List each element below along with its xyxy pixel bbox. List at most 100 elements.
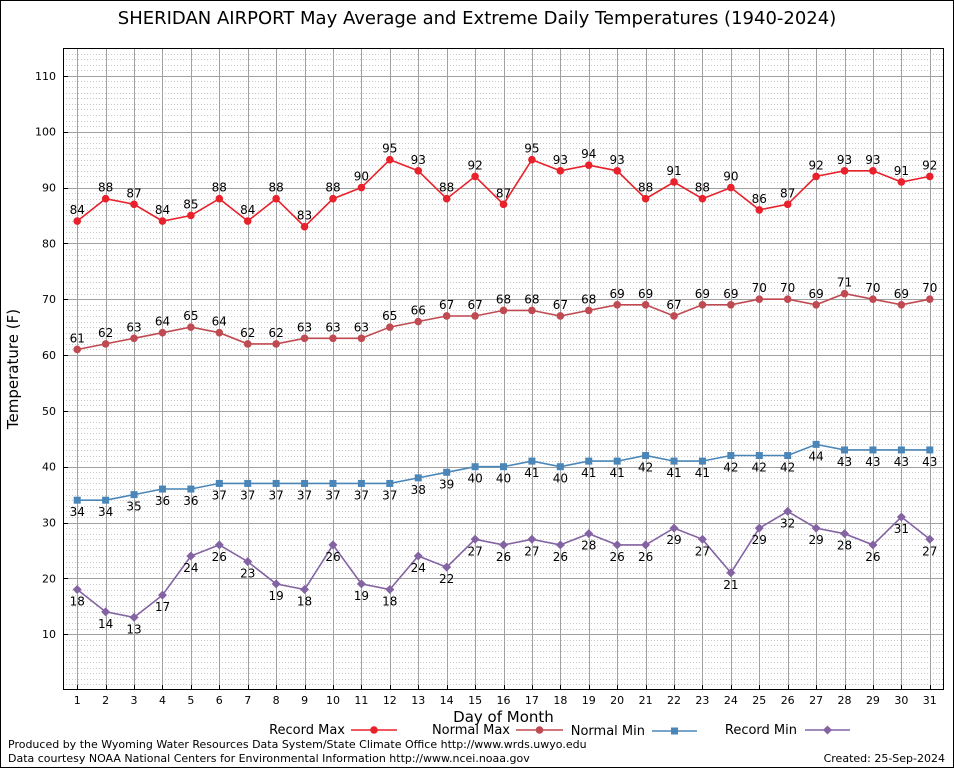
data-label: 67 <box>666 298 681 312</box>
data-label: 29 <box>666 533 681 547</box>
data-point <box>698 301 707 309</box>
data-point <box>754 523 764 533</box>
data-label: 26 <box>553 550 568 564</box>
data-label: 28 <box>837 539 852 553</box>
data-label: 40 <box>467 472 482 486</box>
data-label: 26 <box>610 550 625 564</box>
data-point <box>527 534 537 544</box>
x-tick-label: 10 <box>326 694 340 707</box>
data-label: 40 <box>496 472 511 486</box>
data-label: 93 <box>837 153 852 167</box>
data-point <box>584 306 593 315</box>
data-label: 93 <box>610 153 625 167</box>
data-label: 88 <box>695 181 710 195</box>
data-label: 88 <box>98 181 113 195</box>
data-label: 36 <box>183 494 198 508</box>
series-record-min: 18 14 13 17 24 26 23 19 18 26 19 18 24 22 27 26 27 26 28 26… <box>70 506 937 636</box>
data-point <box>300 334 309 343</box>
data-point <box>896 512 906 522</box>
data-label: 18 <box>70 595 85 609</box>
data-point <box>413 551 423 561</box>
data-label: 41 <box>610 466 625 480</box>
data-point <box>243 340 252 348</box>
x-tick-label: 3 <box>131 694 138 707</box>
data-label: 95 <box>382 142 397 156</box>
chart-title: SHERIDAN AIRPORT May Average and Extreme… <box>117 8 837 29</box>
data-label: 68 <box>524 292 539 306</box>
data-point <box>841 446 849 454</box>
data-label: 37 <box>269 488 284 502</box>
data-point <box>414 167 423 175</box>
x-tick-label: 11 <box>354 694 368 707</box>
x-tick-label: 15 <box>468 694 482 707</box>
data-label: 64 <box>212 315 227 329</box>
data-point <box>443 468 451 476</box>
x-tick-label: 7 <box>244 694 251 707</box>
y-axis-title: Temperature (F) <box>4 309 22 430</box>
data-point <box>784 452 792 460</box>
data-point <box>698 457 706 465</box>
x-tick-label: 20 <box>610 694 624 707</box>
data-label: 87 <box>496 186 511 200</box>
data-point <box>783 506 793 516</box>
data-label: 27 <box>467 544 482 558</box>
data-point <box>697 534 707 544</box>
data-point <box>130 334 138 343</box>
data-label: 29 <box>808 533 823 547</box>
data-label: 38 <box>411 483 426 497</box>
data-point <box>328 540 338 550</box>
data-point <box>555 540 565 550</box>
data-point <box>755 206 764 214</box>
data-label: 19 <box>354 589 369 603</box>
data-point <box>102 496 110 504</box>
data-label: 91 <box>666 164 681 178</box>
data-point <box>499 306 508 315</box>
data-point <box>329 334 337 343</box>
data-point <box>528 457 536 465</box>
data-point <box>823 725 832 735</box>
x-tick-label: 29 <box>866 694 880 707</box>
data-point <box>187 485 195 493</box>
x-tick-label: 21 <box>639 694 653 707</box>
major-grid <box>63 48 944 690</box>
data-point <box>641 194 650 203</box>
data-point <box>471 463 479 471</box>
data-label: 69 <box>808 287 823 301</box>
data-label: 69 <box>723 287 738 301</box>
data-point <box>386 155 394 164</box>
data-point <box>129 612 139 622</box>
data-point <box>727 301 735 309</box>
data-point <box>671 727 678 735</box>
data-point <box>528 155 536 164</box>
data-label: 67 <box>467 298 482 312</box>
data-label: 64 <box>155 315 170 329</box>
data-label: 43 <box>894 455 909 469</box>
data-label: 87 <box>126 186 141 200</box>
data-point <box>442 312 451 320</box>
data-label: 61 <box>70 331 85 345</box>
data-point <box>612 540 622 550</box>
data-point <box>840 289 849 298</box>
data-label: 26 <box>638 550 653 564</box>
data-point <box>244 479 252 487</box>
data-label: 44 <box>808 449 823 463</box>
x-tick-label: 18 <box>553 694 567 707</box>
data-point <box>869 295 877 304</box>
data-point <box>158 217 167 225</box>
x-tick-label: 5 <box>187 694 194 707</box>
data-point <box>584 161 593 170</box>
data-point <box>301 479 309 487</box>
data-label: 63 <box>126 320 141 334</box>
credit-line-2: Data courtesy NOAA National Centers for … <box>8 752 530 765</box>
data-point <box>470 534 480 544</box>
data-point <box>925 295 934 304</box>
data-label: 24 <box>411 561 426 575</box>
data-label: 88 <box>439 181 454 195</box>
data-label: 68 <box>496 292 511 306</box>
data-label: 70 <box>780 281 795 295</box>
x-tick-label: 12 <box>383 694 397 707</box>
data-label: 69 <box>638 287 653 301</box>
data-label: 37 <box>297 488 312 502</box>
x-tick-label: 30 <box>894 694 908 707</box>
data-point <box>613 457 621 465</box>
